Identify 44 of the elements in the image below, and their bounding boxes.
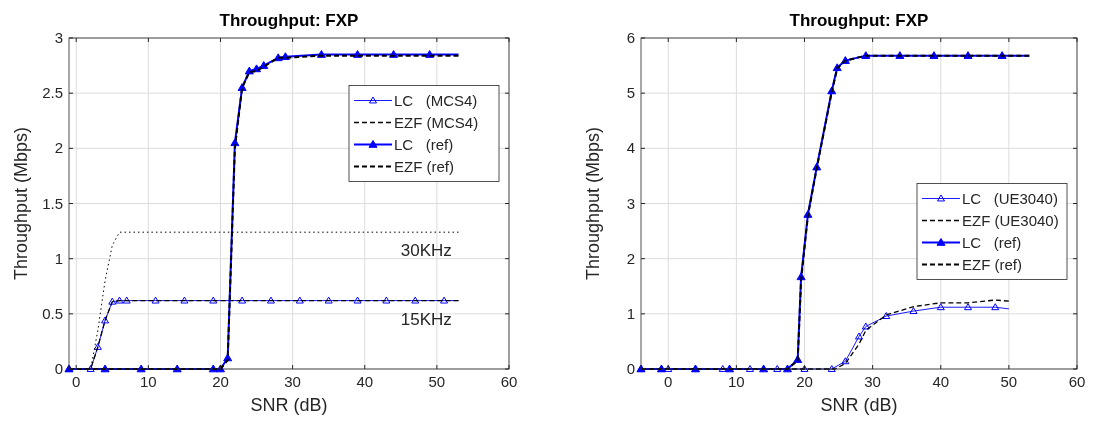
- y-tick-label: 1: [626, 304, 635, 322]
- x-tick-label: 0: [72, 373, 81, 390]
- y-tick-label: 3: [54, 29, 63, 46]
- y-axis-title: Throughput (Mbps): [583, 126, 603, 281]
- x-tick-label: 10: [728, 373, 745, 390]
- x-tick-label: 60: [1068, 373, 1086, 390]
- x-axis-title: SNR (dB): [250, 395, 328, 415]
- legend-label: LC (UE3040): [962, 189, 1058, 207]
- x-axis-title: SNR (dB): [820, 395, 898, 415]
- x-tick-label: 20: [796, 373, 813, 390]
- x-tick-label: 40: [932, 373, 950, 390]
- legend-label: EZF (ref): [394, 157, 454, 175]
- y-axis-title: Throughput (Mbps): [11, 126, 31, 281]
- legend-label: LC (ref): [962, 233, 1022, 251]
- x-tick-label: 30: [284, 373, 301, 390]
- legend-label: EZF (ref): [962, 255, 1022, 273]
- x-tick-label: 60: [500, 373, 518, 390]
- x-tick-label: 30: [864, 373, 881, 390]
- y-tick-label: 2.5: [42, 84, 63, 102]
- legend-label: EZF (UE3040): [962, 211, 1059, 229]
- legend-label: LC (ref): [394, 135, 454, 153]
- x-tick-label: 0: [664, 373, 673, 390]
- y-tick-label: 0: [54, 360, 63, 377]
- annotation: 30KHz: [400, 241, 452, 261]
- x-tick-label: 50: [1000, 373, 1018, 390]
- chart-title: Throughput: FXP: [789, 11, 929, 30]
- x-tick-label: 50: [428, 373, 446, 390]
- y-tick-label: 4: [626, 139, 635, 157]
- y-tick-label: 0: [626, 360, 635, 377]
- y-tick-label: 5: [626, 84, 635, 102]
- y-tick-label: 3: [626, 194, 635, 212]
- y-tick-label: 2: [54, 139, 63, 157]
- x-tick-label: 20: [212, 373, 229, 390]
- y-tick-label: 1.5: [42, 194, 63, 212]
- x-tick-label: 10: [140, 373, 157, 390]
- y-tick-label: 6: [626, 29, 635, 46]
- annotation: 15KHz: [400, 309, 452, 329]
- y-tick-label: 2: [626, 249, 635, 267]
- y-tick-label: 1: [54, 249, 63, 267]
- legend-label: LC (MCS4): [394, 91, 478, 109]
- chart-title: Throughput: FXP: [219, 11, 359, 30]
- x-tick-label: 40: [356, 373, 374, 390]
- y-tick-label: 0.5: [42, 304, 63, 322]
- legend-label: EZF (MCS4): [394, 113, 479, 131]
